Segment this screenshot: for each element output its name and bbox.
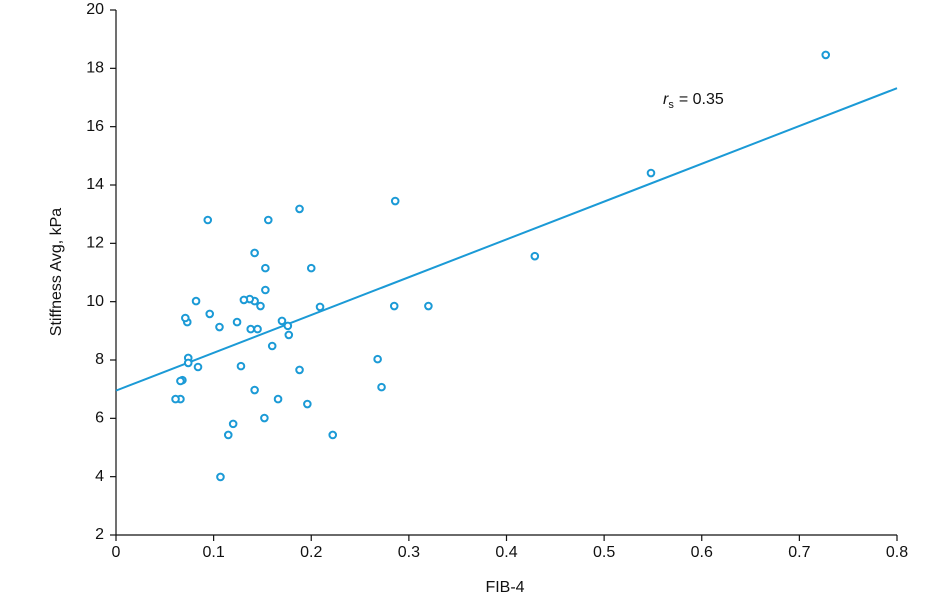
point	[215, 322, 224, 332]
point	[250, 385, 259, 395]
point	[646, 168, 656, 178]
point	[821, 50, 831, 60]
point	[306, 263, 316, 273]
point	[373, 354, 382, 364]
x-tick-label: 0.6	[691, 544, 713, 561]
point	[223, 430, 233, 440]
point	[260, 413, 269, 423]
point	[315, 302, 325, 312]
annotation: rs = 0.35	[663, 91, 724, 111]
y-tick-label: 6	[95, 410, 104, 427]
x-tick-label: 0	[112, 544, 121, 561]
y-tick-label: 20	[86, 1, 104, 18]
point	[283, 321, 293, 331]
x-tick-label: 0.4	[495, 544, 517, 561]
y-tick-label: 8	[95, 351, 104, 368]
point	[253, 324, 262, 334]
point	[295, 365, 304, 375]
point	[303, 399, 312, 409]
x-tick-label: 0.1	[203, 544, 225, 561]
point	[530, 251, 540, 261]
point	[390, 196, 400, 206]
point	[236, 361, 246, 371]
point	[239, 295, 249, 305]
point	[261, 285, 270, 295]
point	[250, 248, 259, 258]
point	[389, 301, 399, 311]
point	[191, 296, 201, 306]
point	[176, 376, 185, 386]
point	[284, 330, 294, 340]
point	[193, 362, 203, 372]
point	[261, 263, 270, 273]
y-tick-label: 4	[95, 468, 104, 485]
point	[171, 394, 180, 404]
y-tick-label: 2	[95, 526, 104, 543]
y-tick-label: 14	[86, 176, 104, 193]
x-tick-label: 0.2	[300, 544, 322, 561]
point	[328, 430, 338, 440]
annotation-text: = 0.35	[679, 91, 724, 108]
x-tick-label: 0.3	[398, 544, 420, 561]
x-tick-label: 0.7	[788, 544, 810, 561]
annotation-subscript: s	[668, 99, 674, 111]
point	[424, 301, 433, 311]
point	[295, 204, 304, 214]
point	[246, 324, 256, 334]
point	[263, 215, 273, 225]
x-axis-label: FIB-4	[485, 579, 524, 596]
point	[205, 309, 215, 319]
point	[277, 316, 287, 326]
annotation-symbol: r	[663, 91, 669, 108]
y-tick-label: 10	[86, 293, 104, 310]
y-axis-label: Stiffness Avg, kPa	[48, 208, 65, 336]
x-tick-label: 0.8	[886, 544, 908, 561]
y-tick-label: 12	[86, 235, 104, 252]
point	[232, 317, 242, 327]
point	[181, 313, 190, 323]
y-tick-label: 16	[86, 118, 104, 135]
point	[273, 394, 283, 404]
point	[267, 341, 277, 351]
trend-line	[115, 87, 898, 392]
point	[216, 472, 225, 482]
y-tick-label: 18	[86, 60, 104, 77]
point	[256, 301, 265, 311]
point	[377, 382, 386, 392]
point	[183, 358, 193, 368]
point	[203, 215, 213, 225]
point	[228, 419, 238, 429]
x-tick-label: 0.5	[593, 544, 615, 561]
